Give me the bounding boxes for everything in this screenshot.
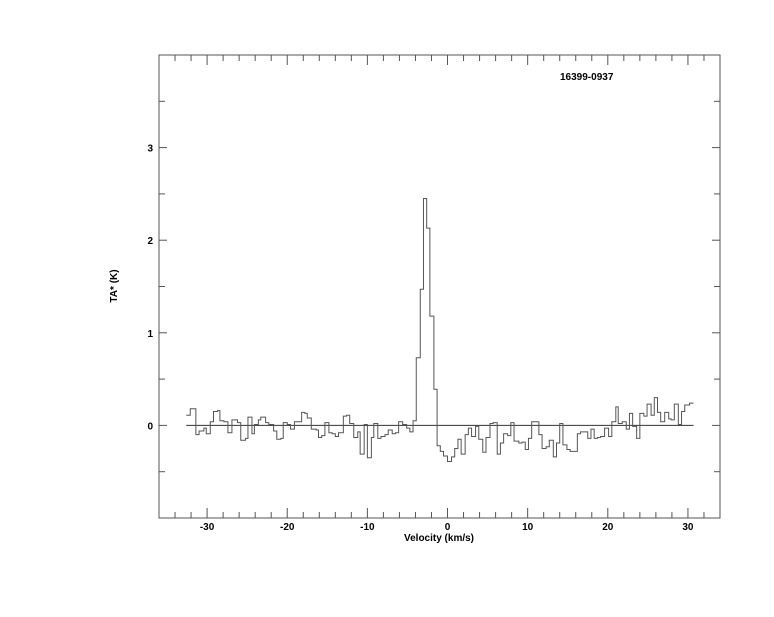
x-tick-label: 30: [682, 522, 694, 533]
plot-frame: [158, 54, 721, 519]
y-tick-label: 1: [147, 329, 153, 340]
x-tick-label: 0: [445, 522, 451, 533]
y-axis-label: TA* (K): [109, 269, 120, 302]
axis-ticks: [158, 55, 721, 518]
tick-labels: -30 -20 -10 0 10 20 30 0 1 2 3: [147, 144, 694, 533]
x-tick-label: 20: [602, 522, 614, 533]
x-tick-label: -10: [360, 522, 375, 533]
x-axis-label: Velocity (km/s): [404, 533, 474, 544]
chart-title: 16399-0937: [560, 72, 614, 83]
spectrum-series: [186, 198, 694, 463]
x-tick-label: -20: [280, 522, 295, 533]
y-tick-label: 3: [147, 144, 153, 155]
y-tick-label: 0: [147, 421, 153, 432]
x-tick-label: 10: [522, 522, 534, 533]
y-tick-label: 2: [147, 236, 153, 247]
x-tick-label: -30: [200, 522, 215, 533]
